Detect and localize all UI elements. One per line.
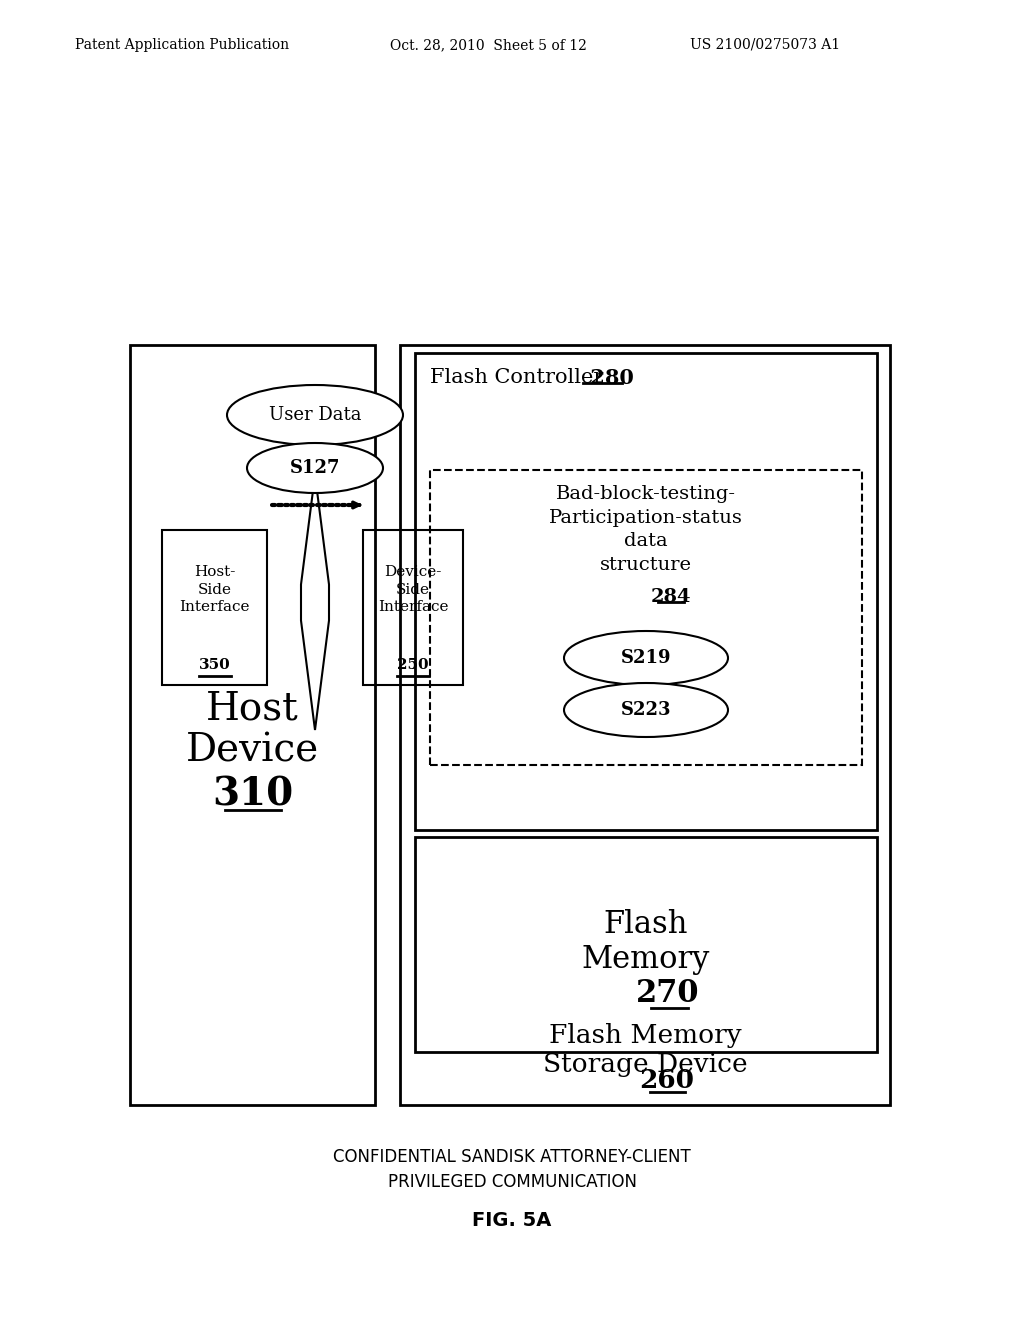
Text: Bad-block-testing-
Participation-status
data
structure: Bad-block-testing- Participation-status … bbox=[549, 484, 743, 574]
Ellipse shape bbox=[227, 385, 403, 445]
Text: Device-
Side
Interface: Device- Side Interface bbox=[378, 565, 449, 614]
Text: 350: 350 bbox=[199, 657, 230, 672]
Ellipse shape bbox=[564, 682, 728, 737]
Text: S219: S219 bbox=[621, 649, 672, 667]
Text: S223: S223 bbox=[621, 701, 672, 719]
Text: Host
Device: Host Device bbox=[186, 690, 319, 770]
Text: CONFIDENTIAL SANDISK ATTORNEY-CLIENT: CONFIDENTIAL SANDISK ATTORNEY-CLIENT bbox=[333, 1148, 691, 1166]
Ellipse shape bbox=[247, 444, 383, 492]
Text: FIG. 5A: FIG. 5A bbox=[472, 1210, 552, 1229]
Text: Flash Memory
Storage Device: Flash Memory Storage Device bbox=[543, 1023, 748, 1077]
Text: 270: 270 bbox=[636, 978, 699, 1010]
Text: US 2100/0275073 A1: US 2100/0275073 A1 bbox=[690, 38, 840, 51]
Text: 260: 260 bbox=[640, 1068, 694, 1093]
Text: 280: 280 bbox=[583, 368, 634, 388]
Text: 250: 250 bbox=[397, 657, 429, 672]
Text: Flash Controller: Flash Controller bbox=[430, 368, 603, 387]
Text: S127: S127 bbox=[290, 459, 340, 477]
Text: Host-
Side
Interface: Host- Side Interface bbox=[179, 565, 250, 614]
Text: PRIVILEGED COMMUNICATION: PRIVILEGED COMMUNICATION bbox=[387, 1173, 637, 1191]
Text: Flash
Memory: Flash Memory bbox=[582, 908, 711, 975]
Text: 284: 284 bbox=[650, 587, 691, 606]
Text: 310: 310 bbox=[212, 776, 293, 814]
Ellipse shape bbox=[564, 631, 728, 685]
Text: Patent Application Publication: Patent Application Publication bbox=[75, 38, 289, 51]
Text: Oct. 28, 2010  Sheet 5 of 12: Oct. 28, 2010 Sheet 5 of 12 bbox=[390, 38, 587, 51]
Text: User Data: User Data bbox=[268, 407, 361, 424]
